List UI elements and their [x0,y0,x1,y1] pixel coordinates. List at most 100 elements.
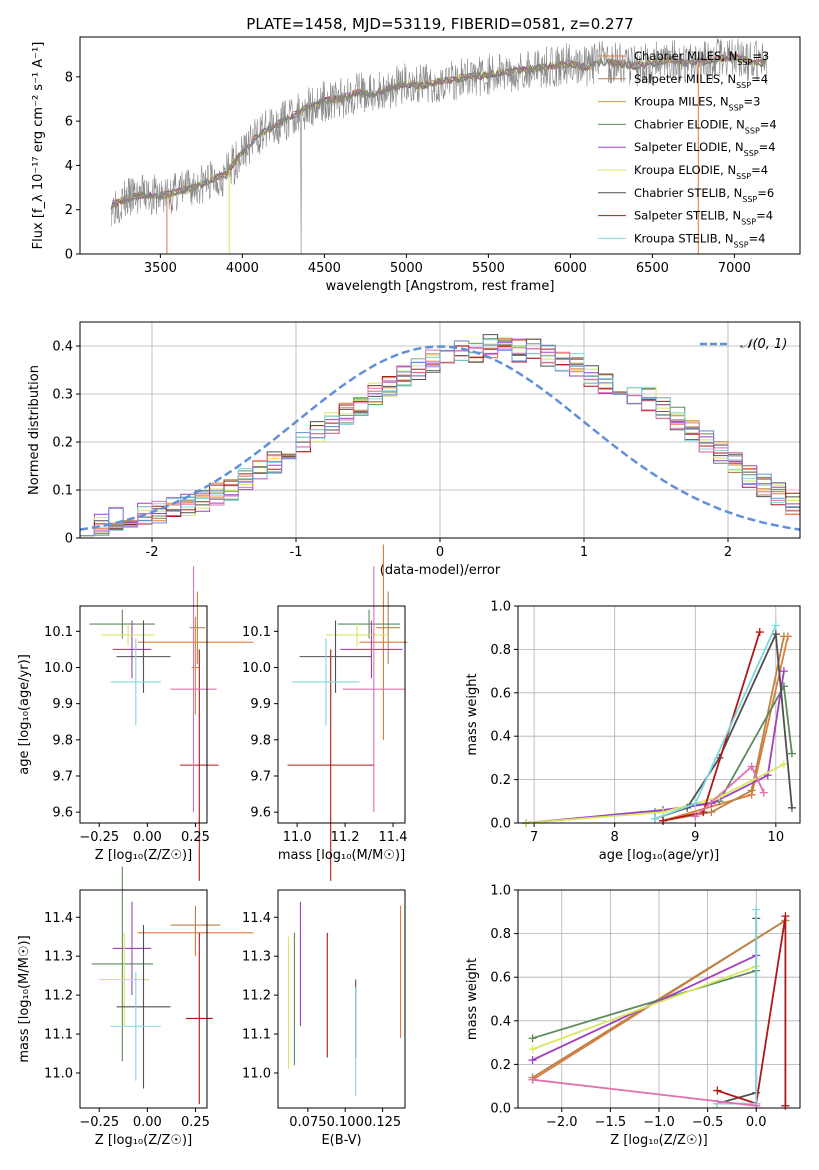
x-tick-label: 0.125 [364,1115,401,1130]
x-tick-label: 7 [530,830,538,845]
histogram-step [79,340,800,538]
y-tick-label: 10.0 [242,661,271,676]
series-marker [713,1086,722,1095]
x-tick-label: −2.0 [546,1115,578,1130]
y-axis-label: mass weight [465,958,480,1040]
axes-frame [79,321,801,539]
y-tick-label: 9.7 [52,769,73,784]
y-tick-label: 9.9 [250,697,271,712]
y-tick-label: 11.2 [44,989,73,1004]
legend-label: Chabrier ELODIE, NSSP=4 [634,117,777,135]
age_vs_z-plot [89,566,254,881]
legend-label: Salpeter MILES, NSSP=4 [634,72,768,90]
x-tick-label: 5000 [390,261,423,276]
y-tick-label: 11.3 [44,950,73,965]
series-marker [752,905,761,914]
y-axis-label: mass weight [465,673,480,755]
mass_vs_z-axes: −0.25 0.00 0.25 11.0 11.1 11.2 11.3 11.4 Z [log₁… [17,866,254,1148]
x-tick-label: 0.00 [133,830,162,845]
y-tick-label: 4 [65,159,73,174]
series-line [532,965,757,1050]
y-tick-label: 0.8 [490,643,511,658]
spectrum-axes: 3500 4000 4500 5000 5500 6000 6500 7000 0 2 4 6 8 wav… [31,36,801,294]
series-line [532,1078,757,1107]
series-marker [528,1034,537,1043]
y-tick-label: 11.4 [242,911,271,926]
x-tick-label: 11.0 [283,830,312,845]
weight_vs_z-plot [528,905,790,1110]
mass_vs_z-plot [91,866,254,1105]
series-marker [787,803,796,812]
x-tick-label: 11.2 [331,830,360,845]
legend-label: Kroupa ELODIE, NSSP=4 [634,163,768,181]
x-tick-label: 6500 [636,261,669,276]
series-marker [747,762,756,771]
y-tick-label: 11.2 [242,989,271,1004]
spectrum-plot [110,38,768,255]
x-tick-label: 3500 [144,261,177,276]
series-line [717,909,758,1105]
y-tick-label: 11.1 [242,1028,271,1043]
mass_vs_ebv-axes: 0.075 0.100 0.125 11.0 11.1 11.2 11.3 11.4 E(B-V… [242,889,406,1148]
y-tick-label: 0 [65,248,73,263]
x-axis-label: age [log₁₀(age/yr)] [599,848,720,863]
y-tick-label: 0.1 [52,484,73,499]
series-marker [781,1101,790,1110]
y-tick-label: 0.0 [490,1102,511,1117]
mass_vs_ebv-plot [287,901,402,1097]
y-tick-label: 11.1 [44,1028,73,1043]
y-tick-label: 11.0 [242,1066,271,1081]
y-tick-label: 9.8 [52,733,73,748]
y-tick-label: 9.9 [52,697,73,712]
weight_vs_z-axes: −2.0 −1.5 −1.0 −0.5 0.0 0.0 0.2 0.4 0.6 0.8 1.0 Z [… [465,884,801,1148]
x-tick-label: −0.25 [79,830,119,845]
y-tick-label: 0.6 [490,686,511,701]
series-line [526,683,793,824]
y-axis-label: Flux [f_λ 10⁻¹⁷ erg cm⁻² s⁻¹ A⁻¹] [31,42,46,250]
y-axis-label: age [log₁₀(age/yr)] [17,654,32,775]
y-tick-label: 10.1 [44,625,73,640]
x-axis-label: wavelength [Angstrom, rest frame] [326,279,555,294]
legend-label: Chabrier MILES, NSSP=3 [634,49,769,67]
observed-spectrum-line [110,38,768,255]
age_vs_mass-axes: 11.0 11.2 11.4 9.6 9.7 9.8 9.9 10.0 10.1 mass [lo… [242,544,407,881]
series-marker [771,621,780,630]
x-tick-label: -1 [290,545,303,560]
y-tick-label: 0.6 [490,971,511,986]
series-line [532,969,757,1040]
series-marker [755,628,764,637]
series-marker [779,632,788,641]
y-tick-label: 9.7 [250,769,271,784]
x-tick-label: 2 [724,545,732,560]
series-marker [650,814,659,823]
x-tick-label: 0.075 [289,1115,326,1130]
series-line [662,631,761,822]
residuals-plot [79,334,801,538]
model-spectrum-line [110,53,767,210]
series-marker [528,1075,537,1084]
x-tick-label: 0.100 [327,1115,364,1130]
axes-frame [79,605,208,824]
model-spectrum-line [110,54,767,210]
series-marker [779,667,788,676]
x-tick-label: −1.0 [643,1115,675,1130]
x-axis-label: mass [log₁₀(M/M☉)] [278,848,405,863]
axes-frame [517,889,801,1109]
y-tick-label: 0.2 [52,436,73,451]
legend-label: Kroupa STELIB, NSSP=4 [634,231,765,249]
series-line [532,919,786,1079]
y-tick-label: 0.4 [52,340,73,355]
x-tick-label: 1 [580,545,588,560]
series-marker [747,786,756,795]
x-tick-label: 4500 [308,261,341,276]
residuals-axes: -2 -1 0 1 2 0 0.1 0.2 0.3 0.4 (data-model)/error No… [27,321,801,578]
series-line [717,918,758,1105]
y-tick-label: 9.6 [250,806,271,821]
x-tick-label: 9 [691,830,699,845]
legend-label: Salpeter STELIB, NSSP=4 [634,209,773,227]
figure-title: PLATE=1458, MJD=53119, FIBERID=0581, z=0… [246,15,633,33]
y-tick-label: 9.6 [52,806,73,821]
x-tick-label: 8 [611,830,619,845]
y-tick-label: 6 [65,115,73,130]
y-tick-label: 0 [65,532,73,547]
